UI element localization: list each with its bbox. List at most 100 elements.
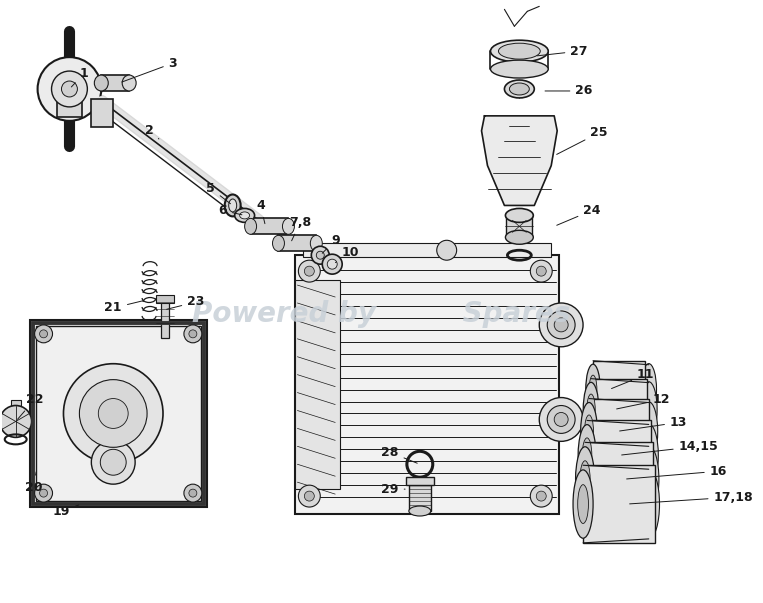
Text: 11: 11 bbox=[611, 368, 655, 388]
Ellipse shape bbox=[589, 375, 597, 404]
Ellipse shape bbox=[505, 209, 533, 223]
Ellipse shape bbox=[575, 447, 594, 511]
Circle shape bbox=[92, 440, 135, 484]
Text: Powered by         Spares: Powered by Spares bbox=[192, 300, 571, 327]
Ellipse shape bbox=[584, 415, 594, 448]
Bar bbox=[409, 485, 431, 511]
Ellipse shape bbox=[638, 469, 659, 539]
Circle shape bbox=[62, 81, 77, 97]
Bar bbox=[593, 361, 645, 418]
Text: 27: 27 bbox=[537, 45, 588, 58]
Bar bbox=[295, 280, 340, 489]
Bar bbox=[295, 255, 559, 514]
Text: 1: 1 bbox=[72, 66, 89, 87]
Circle shape bbox=[34, 484, 53, 502]
Text: 5: 5 bbox=[207, 182, 230, 204]
Bar bbox=[156, 295, 174, 303]
Ellipse shape bbox=[582, 438, 592, 473]
Ellipse shape bbox=[581, 402, 597, 460]
Circle shape bbox=[539, 303, 583, 347]
Text: 12: 12 bbox=[617, 393, 671, 409]
Circle shape bbox=[79, 380, 147, 447]
Circle shape bbox=[327, 259, 337, 269]
Circle shape bbox=[63, 364, 163, 463]
Bar bbox=[585, 443, 652, 516]
Text: 26: 26 bbox=[545, 84, 593, 98]
Text: 7,8: 7,8 bbox=[289, 216, 311, 241]
Ellipse shape bbox=[639, 424, 658, 487]
Text: 10: 10 bbox=[336, 246, 359, 262]
Text: 3: 3 bbox=[122, 57, 177, 82]
Bar bbox=[101, 75, 129, 91]
Ellipse shape bbox=[235, 209, 255, 223]
Text: 2: 2 bbox=[145, 124, 159, 139]
Ellipse shape bbox=[578, 425, 596, 486]
Bar bbox=[587, 420, 651, 490]
Circle shape bbox=[34, 325, 53, 343]
Ellipse shape bbox=[311, 235, 322, 251]
Ellipse shape bbox=[240, 212, 250, 219]
Circle shape bbox=[298, 260, 320, 282]
Circle shape bbox=[322, 254, 342, 274]
Text: 22: 22 bbox=[18, 393, 43, 419]
Circle shape bbox=[52, 71, 87, 107]
Bar bbox=[406, 477, 433, 485]
Bar bbox=[507, 215, 533, 238]
Circle shape bbox=[304, 266, 314, 276]
Text: 24: 24 bbox=[557, 204, 600, 226]
Circle shape bbox=[37, 57, 101, 121]
Polygon shape bbox=[481, 116, 557, 206]
Circle shape bbox=[98, 399, 128, 428]
Ellipse shape bbox=[640, 402, 658, 461]
Text: 13: 13 bbox=[620, 416, 687, 431]
Ellipse shape bbox=[587, 394, 595, 425]
Ellipse shape bbox=[245, 218, 256, 235]
Bar bbox=[30, 320, 207, 507]
Text: 17,18: 17,18 bbox=[629, 491, 753, 504]
Circle shape bbox=[311, 246, 330, 264]
Circle shape bbox=[530, 485, 552, 507]
Ellipse shape bbox=[95, 75, 108, 91]
Circle shape bbox=[547, 406, 575, 434]
Text: 20: 20 bbox=[25, 472, 43, 494]
Circle shape bbox=[554, 412, 568, 426]
Text: 28: 28 bbox=[382, 446, 417, 463]
Bar bbox=[33, 323, 204, 504]
Circle shape bbox=[184, 484, 202, 502]
Circle shape bbox=[184, 325, 202, 343]
Ellipse shape bbox=[580, 461, 590, 497]
Circle shape bbox=[100, 449, 126, 475]
Bar bbox=[278, 235, 317, 251]
Ellipse shape bbox=[505, 230, 533, 244]
Circle shape bbox=[539, 397, 583, 441]
Ellipse shape bbox=[491, 60, 549, 78]
Ellipse shape bbox=[586, 364, 600, 415]
Circle shape bbox=[189, 489, 197, 497]
Ellipse shape bbox=[122, 75, 136, 91]
Text: 23: 23 bbox=[166, 295, 204, 309]
Ellipse shape bbox=[498, 43, 540, 59]
Circle shape bbox=[40, 489, 47, 497]
Ellipse shape bbox=[272, 235, 285, 251]
Ellipse shape bbox=[504, 80, 534, 98]
Ellipse shape bbox=[225, 195, 240, 216]
Text: 16: 16 bbox=[626, 465, 727, 479]
Circle shape bbox=[554, 318, 568, 332]
Ellipse shape bbox=[409, 506, 431, 516]
Ellipse shape bbox=[229, 199, 237, 212]
Circle shape bbox=[40, 330, 47, 338]
Text: 21: 21 bbox=[105, 301, 143, 315]
Bar bbox=[11, 400, 21, 421]
Text: 14,15: 14,15 bbox=[622, 440, 719, 455]
Text: 25: 25 bbox=[557, 126, 608, 154]
Circle shape bbox=[304, 491, 314, 501]
Circle shape bbox=[189, 330, 197, 338]
Bar bbox=[304, 243, 551, 257]
Bar bbox=[161, 300, 169, 338]
Circle shape bbox=[547, 311, 575, 339]
Bar bbox=[92, 99, 113, 127]
Ellipse shape bbox=[641, 364, 656, 415]
Bar bbox=[591, 379, 647, 440]
Text: 9: 9 bbox=[322, 234, 340, 253]
Circle shape bbox=[536, 491, 546, 501]
